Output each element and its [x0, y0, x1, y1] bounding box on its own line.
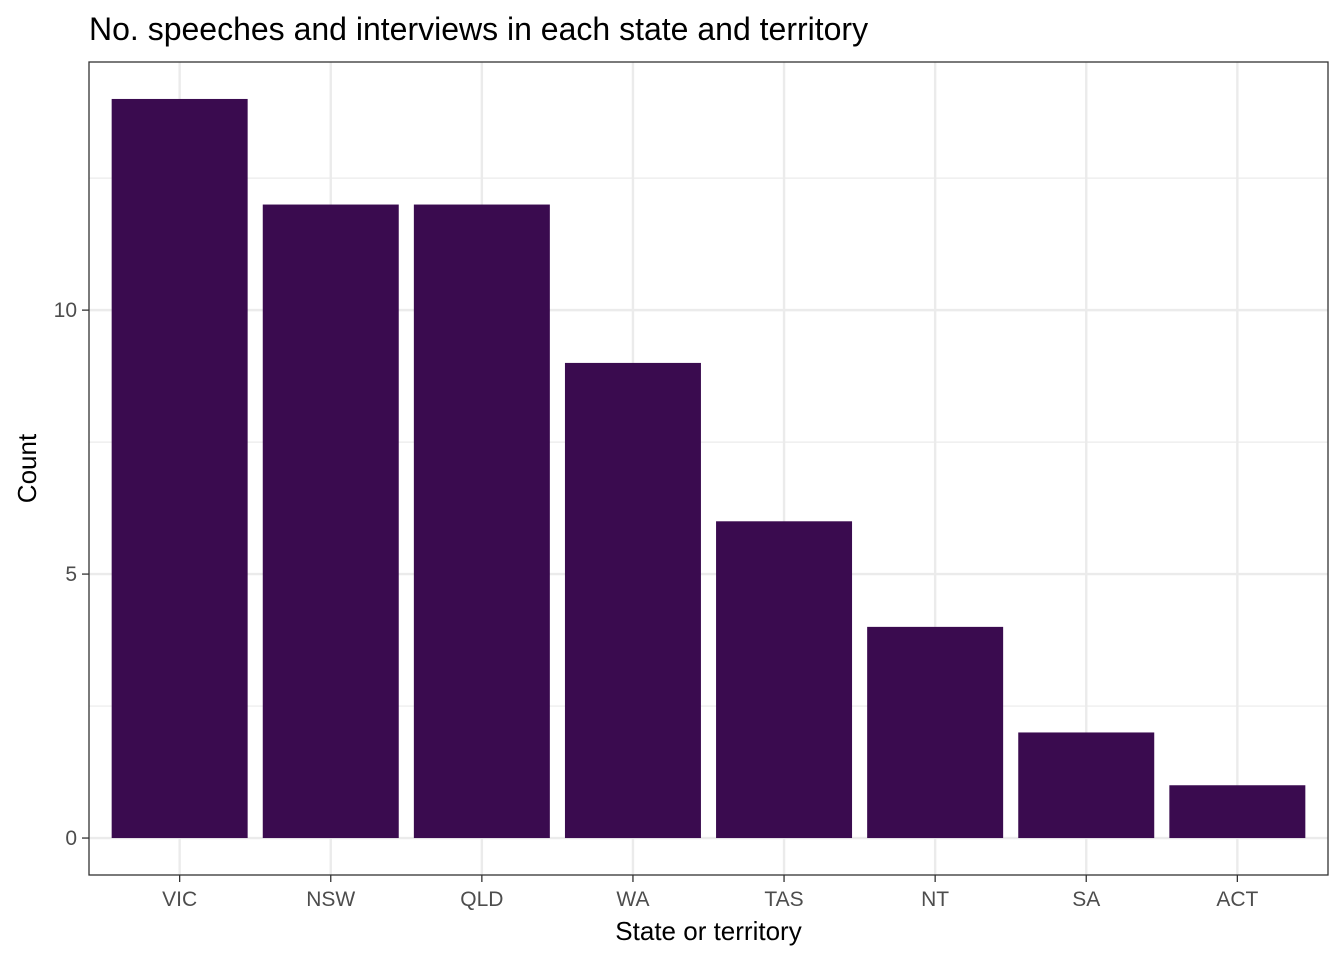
bar-nt — [867, 626, 1004, 839]
bars — [111, 98, 1306, 839]
bar-nsw — [262, 204, 399, 839]
x-tick-label-tas: TAS — [764, 888, 803, 911]
y-axis: 0 5 10 — [54, 299, 89, 850]
x-tick-label-act: ACT — [1216, 888, 1258, 911]
x-tick-label-wa: WA — [616, 888, 649, 911]
bar-wa — [564, 362, 701, 839]
chart-title: No. speeches and interviews in each stat… — [89, 11, 868, 47]
y-tick-label: 10 — [54, 299, 77, 322]
bar-act — [1169, 785, 1306, 839]
x-axis: VIC NSW QLD WA TAS NT SA ACT — [162, 875, 1259, 911]
bar-tas — [716, 521, 853, 839]
y-axis-title: Count — [12, 433, 42, 503]
bar-sa — [1018, 732, 1155, 839]
x-tick-label-qld: QLD — [460, 888, 503, 911]
x-tick-label-nsw: NSW — [306, 888, 355, 911]
y-tick-label: 0 — [65, 827, 77, 850]
x-tick-label-sa: SA — [1072, 888, 1100, 911]
x-tick-label-vic: VIC — [162, 888, 197, 911]
x-axis-title: State or territory — [615, 916, 801, 946]
bar-qld — [413, 204, 550, 839]
y-tick-label: 5 — [65, 563, 77, 586]
x-tick-label-nt: NT — [921, 888, 949, 911]
bar-vic — [111, 98, 248, 839]
panel-border — [88, 61, 1329, 876]
